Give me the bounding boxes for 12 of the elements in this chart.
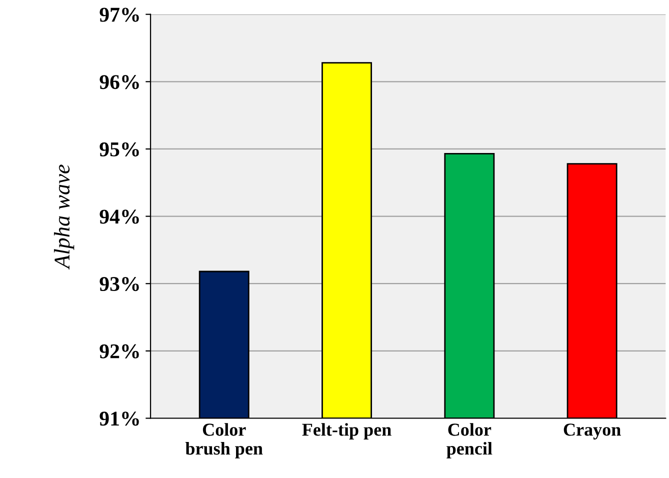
y-axis-title: Alpha wave bbox=[54, 164, 74, 270]
y-tick-label: 94% bbox=[100, 210, 139, 224]
y-tick-label: 97% bbox=[100, 8, 139, 22]
x-tick-label: Crayon bbox=[564, 424, 621, 440]
x-tick-label: Color brush pen bbox=[185, 423, 263, 458]
y-tick-label: 92% bbox=[100, 344, 139, 358]
x-tick-label: Color pencil bbox=[446, 423, 492, 458]
y-tick-label: 96% bbox=[100, 75, 139, 90]
y-tick-label: 91% bbox=[100, 412, 139, 426]
x-tick-label: Felt-tip pen bbox=[302, 423, 392, 440]
y-tick-label: 93% bbox=[100, 276, 139, 292]
y-tick-label: 95% bbox=[100, 142, 139, 156]
